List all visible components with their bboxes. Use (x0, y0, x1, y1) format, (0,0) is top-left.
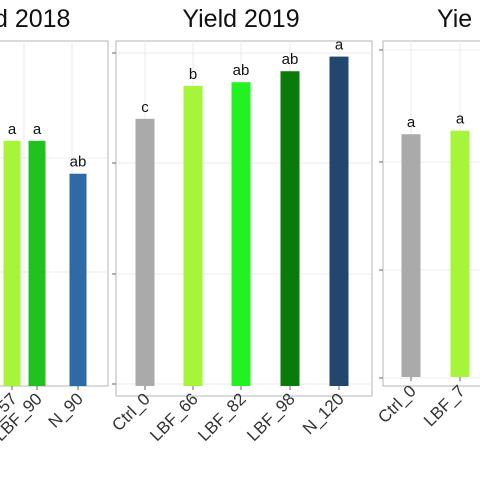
x-tick-label: LBF_98 (243, 389, 299, 445)
bar-lbf-66 (183, 85, 203, 386)
bar-ctrl-0 (135, 118, 155, 386)
significance-label: ab (233, 62, 250, 79)
bar-lbf-82 (231, 82, 251, 386)
panel-title-2018: d 2018 (0, 5, 70, 33)
x-tick-label: N_90 (45, 389, 87, 431)
panel-title-2020: Yie (437, 5, 472, 33)
significance-label: ab (282, 51, 299, 68)
significance-label: a (407, 114, 416, 131)
significance-label: a (8, 121, 17, 138)
bar-lbf-57 (3, 140, 21, 386)
bars-2018 (3, 140, 87, 386)
bars-2019 (135, 56, 349, 387)
bar-n-120 (329, 56, 349, 386)
bar-ctrl-0 (401, 134, 421, 377)
bar-lbf-7 (450, 130, 470, 377)
significance-labels-2018: a a ab (8, 121, 87, 171)
significance-label: a (335, 37, 344, 54)
significance-label: ab (70, 154, 87, 171)
bar-lbf-90 (28, 140, 46, 386)
significance-label: b (189, 66, 197, 83)
x-tick-label: LBF_82 (194, 389, 250, 445)
x-tick-label: Ctrl_0 (374, 381, 420, 427)
bars-2020 (401, 130, 470, 377)
significance-labels-2019: c b ab ab a (141, 37, 344, 116)
bar-n-90 (69, 173, 87, 386)
significance-label: a (456, 111, 465, 128)
bar-lbf-98 (280, 71, 300, 387)
significance-label: a (33, 121, 42, 138)
x-tick-label: LBF_7 (420, 381, 469, 430)
significance-label: c (141, 99, 149, 116)
x-tick-label: N_120 (299, 389, 348, 438)
x-tick-label: LBF_66 (146, 389, 202, 445)
panel-title-2019: Yield 2019 (182, 5, 299, 33)
